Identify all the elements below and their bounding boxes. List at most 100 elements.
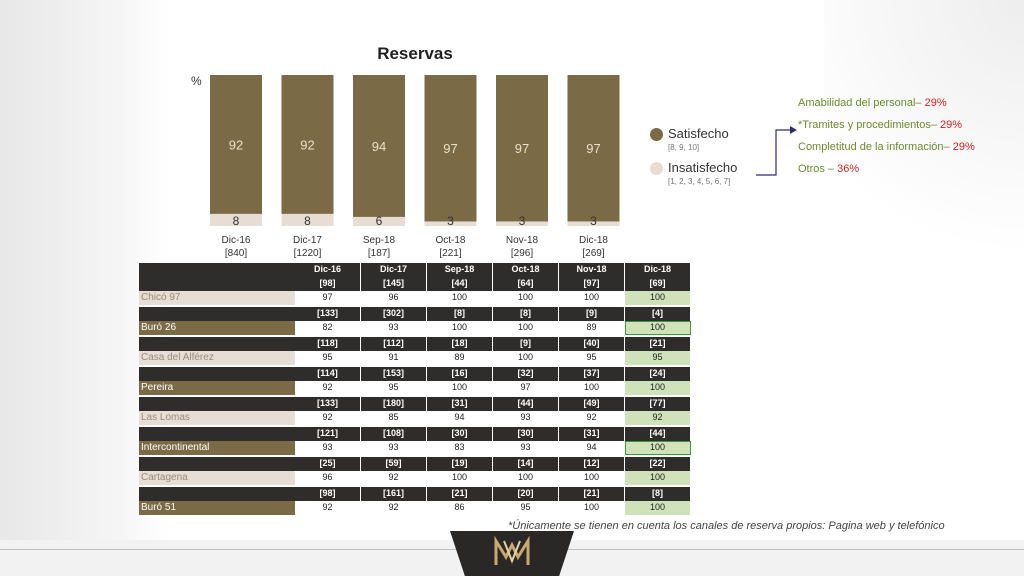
score-cell: 93 bbox=[295, 441, 361, 455]
hotel-name: Las Lomas bbox=[139, 411, 295, 425]
reason-label: *Tramites y procedimientos– bbox=[798, 119, 937, 131]
bar-satisfied bbox=[496, 75, 548, 222]
reason-label: Amabilidad del personal– bbox=[798, 97, 922, 109]
score-cell: 89 bbox=[559, 321, 625, 335]
column-header: Sep-18 bbox=[427, 263, 493, 277]
score-cell: 93 bbox=[361, 441, 427, 455]
bar-unsatisfied-label: 8 bbox=[233, 214, 240, 228]
sample-count: [16] bbox=[427, 367, 493, 381]
satisfied-swatch bbox=[650, 128, 663, 141]
sample-count: [180] bbox=[361, 397, 427, 411]
table-header-count-row: [98] [145] [44] [64] [97] [69] bbox=[139, 277, 694, 291]
score-cell: 92 bbox=[295, 411, 361, 425]
score-cell: 96 bbox=[361, 291, 427, 305]
score-cell: 100 bbox=[427, 381, 493, 395]
sample-count: [22] bbox=[625, 457, 691, 471]
score-cell: 95 bbox=[493, 501, 559, 515]
x-base-label: [840] bbox=[225, 248, 247, 259]
column-header: Dic-18 bbox=[625, 263, 691, 277]
score-cell: 100 bbox=[427, 471, 493, 485]
score-cell: 83 bbox=[427, 441, 493, 455]
row-spacer bbox=[139, 367, 295, 381]
sample-count: [18] bbox=[427, 337, 493, 351]
bar-unsatisfied-label: 3 bbox=[519, 214, 526, 228]
reason-item: Otros – 36% bbox=[798, 163, 975, 185]
table-count-row: [114] [153] [16] [32] [37] [24] bbox=[139, 367, 694, 381]
hotel-name: Cartagena bbox=[139, 471, 295, 485]
sample-count: [31] bbox=[559, 427, 625, 441]
sample-count: [77] bbox=[625, 397, 691, 411]
table-count-row: [133] [180] [31] [44] [49] [77] bbox=[139, 397, 694, 411]
score-cell: 100 bbox=[493, 321, 559, 335]
score-cell: 86 bbox=[427, 501, 493, 515]
sample-count: [302] bbox=[361, 307, 427, 321]
x-base-label: [296] bbox=[511, 248, 533, 259]
hotel-name: Intercontinental bbox=[139, 441, 295, 455]
sample-count: [44] bbox=[625, 427, 691, 441]
column-header: Nov-18 bbox=[559, 263, 625, 277]
bar-satisfied bbox=[281, 75, 334, 214]
score-cell: 100 bbox=[493, 351, 559, 365]
score-cell: 92 bbox=[559, 411, 625, 425]
score-cell: 95 bbox=[361, 381, 427, 395]
sample-count: [19] bbox=[427, 457, 493, 471]
reason-value: 29% bbox=[940, 119, 963, 131]
brand-logo-icon bbox=[494, 535, 530, 565]
score-cell: 100 bbox=[625, 471, 691, 485]
bar-satisfied-label: 97 bbox=[515, 141, 529, 156]
sample-count: [59] bbox=[361, 457, 427, 471]
x-base-label: [187] bbox=[368, 248, 390, 259]
bar-unsatisfied-label: 8 bbox=[304, 214, 311, 228]
column-count: [64] bbox=[493, 277, 559, 291]
sample-count: [30] bbox=[427, 427, 493, 441]
hotel-satisfaction-table: Dic-16 Dic-17 Sep-18 Oct-18 Nov-18 Dic-18 [98]… bbox=[139, 263, 694, 517]
row-gap bbox=[139, 515, 694, 517]
hotel-name: Buró 26 bbox=[139, 321, 295, 335]
score-cell: 92 bbox=[361, 501, 427, 515]
score-cell: 91 bbox=[361, 351, 427, 365]
unsatisfied-swatch bbox=[650, 162, 663, 175]
score-cell: 100 bbox=[493, 291, 559, 305]
reason-label: Otros – bbox=[798, 163, 835, 175]
column-count: [97] bbox=[559, 277, 625, 291]
sample-count: [49] bbox=[559, 397, 625, 411]
sample-count: [161] bbox=[361, 487, 427, 501]
reason-label: Completitud de la información– bbox=[798, 141, 950, 153]
sample-count: [14] bbox=[493, 457, 559, 471]
table-count-row: [133] [302] [8] [8] [9] [4] bbox=[139, 307, 694, 321]
sample-count: [12] bbox=[559, 457, 625, 471]
bar-unsatisfied-label: 6 bbox=[376, 214, 383, 228]
score-cell: 93 bbox=[493, 441, 559, 455]
sample-count: [121] bbox=[295, 427, 361, 441]
row-spacer bbox=[139, 307, 295, 321]
chart-title: Reservas bbox=[377, 44, 453, 63]
logo-plate bbox=[450, 531, 574, 576]
score-cell: 100 bbox=[625, 441, 691, 455]
score-cell: 100 bbox=[625, 381, 691, 395]
column-count: [145] bbox=[361, 277, 427, 291]
reason-item: Amabilidad del personal– 29% bbox=[798, 97, 975, 119]
header-spacer bbox=[139, 277, 295, 291]
score-cell: 92 bbox=[295, 501, 361, 515]
x-tick-label: Oct-18 bbox=[435, 235, 465, 246]
hotel-name: Buró 51 bbox=[139, 501, 295, 515]
reason-value: 29% bbox=[924, 97, 947, 109]
sample-count: [44] bbox=[493, 397, 559, 411]
legend-satisfied-label: Satisfecho bbox=[668, 126, 729, 141]
sample-count: [37] bbox=[559, 367, 625, 381]
row-spacer bbox=[139, 337, 295, 351]
x-tick-label: Dic-17 bbox=[293, 235, 322, 246]
score-cell: 100 bbox=[559, 501, 625, 515]
bar-satisfied-label: 92 bbox=[229, 137, 243, 152]
y-unit-label: % bbox=[191, 74, 202, 88]
sample-count: [133] bbox=[295, 307, 361, 321]
legend-satisfied-scale: [8, 9, 10] bbox=[668, 143, 700, 152]
sample-count: [153] bbox=[361, 367, 427, 381]
sample-count: [8] bbox=[625, 487, 691, 501]
x-base-label: [221] bbox=[439, 248, 461, 259]
table-count-row: [121] [108] [30] [30] [31] [44] bbox=[139, 427, 694, 441]
row-spacer bbox=[139, 487, 295, 501]
table-row: Cartagena 96 92 100 100 100 100 bbox=[139, 471, 694, 485]
score-cell: 100 bbox=[625, 291, 691, 305]
sample-count: [8] bbox=[493, 307, 559, 321]
